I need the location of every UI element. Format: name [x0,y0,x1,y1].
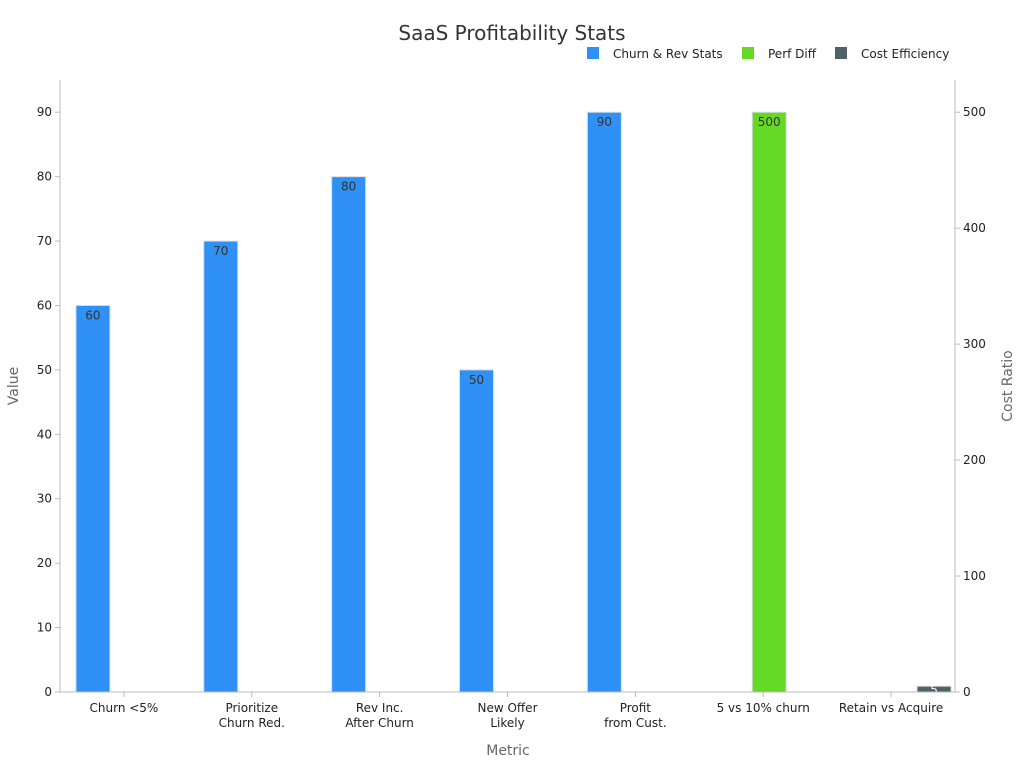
x-tick-label: New Offer Likely [477,701,537,730]
x-tick-label: Rev Inc. After Churn [345,701,414,730]
bar [75,304,111,693]
x-tick-label: 5 vs 10% churn [717,701,810,715]
y-tick-label: 80 [37,170,52,184]
data-label: 500 [758,115,781,129]
y-axis-left: 0 10 20 30 40 50 60 70 80 90 [37,80,61,699]
bar [751,111,787,693]
x-tick-label: Prioritize Churn Red. [219,701,285,730]
y-tick-label: 50 [37,363,52,377]
legend-label: Perf Diff [768,47,817,61]
legend-swatch [587,47,599,59]
y2-tick-label: 0 [963,685,971,699]
data-label: 70 [213,244,228,258]
y-tick-label: 20 [37,556,52,570]
y2-tick-label: 100 [963,569,986,583]
y2-tick-label: 300 [963,337,986,351]
bar [586,111,622,693]
y-tick-label: 70 [37,234,52,248]
chart-title: SaaS Profitability Stats [398,21,625,45]
bar [331,176,367,693]
data-label: 90 [597,115,612,129]
bar [459,369,494,693]
y-tick-label: 30 [37,492,52,506]
y2-tick-label: 500 [963,105,986,119]
data-label: 80 [341,180,356,194]
x-axis: Churn <5% Prioritize Churn Red. Rev Inc. Aft… [60,691,955,730]
y-tick-label: 90 [37,105,52,119]
plot-area: 60 70 80 50 90 500 5 [75,111,952,697]
x-axis-label: Metric [486,743,530,759]
legend: Churn & Rev Stats Perf Diff Cost Efficienc… [587,47,949,61]
y-tick-label: 60 [37,298,52,312]
data-label: 50 [469,373,484,387]
data-label: 5 [930,683,938,697]
y-tick-label: 40 [37,427,52,441]
y2-tick-label: 200 [963,453,986,467]
x-tick-label: Churn <5% [90,701,159,715]
data-label: 60 [85,308,100,322]
y-axis-right: 0 100 200 300 400 500 [954,80,986,699]
y-axis-label: Value [6,367,22,405]
bar [203,240,239,693]
x-tick-label: Profit from Cust. [604,701,667,730]
legend-label: Cost Efficiency [861,47,949,61]
legend-swatch [835,47,847,59]
y2-axis-label: Cost Ratio [1000,350,1016,422]
y2-tick-label: 400 [963,221,986,235]
x-tick-label: Retain vs Acquire [839,701,943,715]
y-tick-label: 0 [44,685,52,699]
legend-swatch [742,47,754,59]
y-tick-label: 10 [37,621,52,635]
legend-label: Churn & Rev Stats [613,47,723,61]
